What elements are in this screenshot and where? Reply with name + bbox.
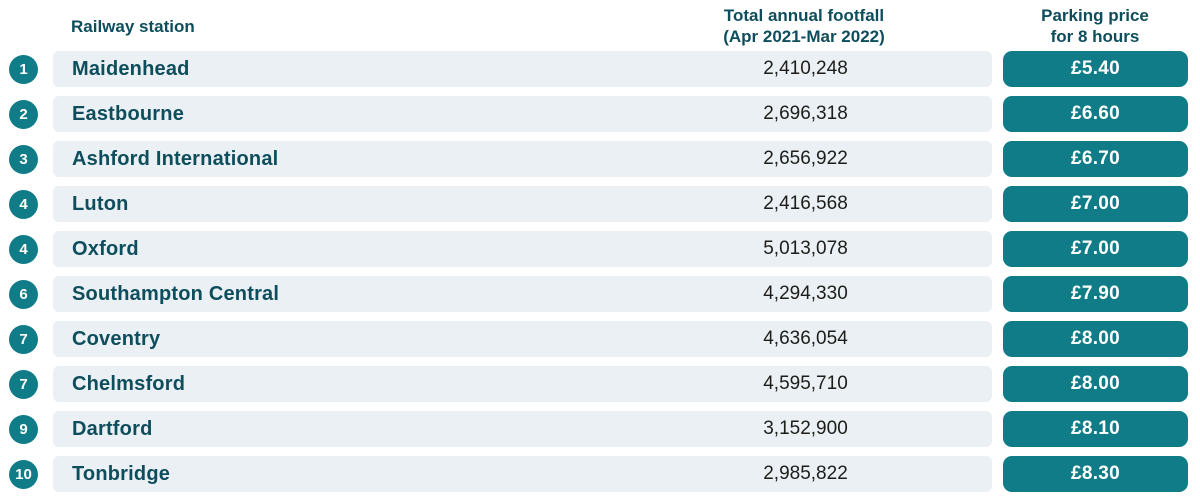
rank-badge: 7 xyxy=(9,324,38,354)
row-bar: Tonbridge 2,985,822 xyxy=(53,456,992,492)
table-row: 4 Oxford 5,013,078 £7.00 xyxy=(0,231,1200,267)
price-badge: £7.90 xyxy=(1003,276,1188,312)
row-bar: Ashford International 2,656,922 xyxy=(53,141,992,177)
footfall-value: 3,152,900 xyxy=(763,418,848,439)
station-name: Southampton Central xyxy=(72,282,280,305)
column-header-footfall-line1: Total annual footfall xyxy=(723,6,885,25)
table-header: Railway station Total annual footfall (A… xyxy=(0,0,1200,51)
rank-badge: 10 xyxy=(9,459,38,489)
station-name: Tonbridge xyxy=(72,462,171,485)
station-name: Coventry xyxy=(72,327,161,350)
row-bar: Maidenhead 2,410,248 xyxy=(53,51,992,87)
table-row: 6 Southampton Central 4,294,330 £7.90 xyxy=(0,276,1200,312)
station-name: Ashford International xyxy=(72,147,279,170)
price-badge: £8.30 xyxy=(1003,456,1188,492)
rank-badge: 6 xyxy=(9,279,38,309)
rank-badge: 4 xyxy=(9,189,38,219)
table-row: 3 Ashford International 2,656,922 £6.70 xyxy=(0,141,1200,177)
price-badge: £8.00 xyxy=(1003,321,1188,357)
column-header-footfall-line2: (Apr 2021-Mar 2022) xyxy=(723,27,885,46)
rank-badge: 2 xyxy=(9,99,38,129)
price-badge: £7.00 xyxy=(1003,231,1188,267)
price-badge: £8.10 xyxy=(1003,411,1188,447)
station-name: Eastbourne xyxy=(72,102,185,125)
table-row: 2 Eastbourne 2,696,318 £6.60 xyxy=(0,96,1200,132)
row-bar: Chelmsford 4,595,710 xyxy=(53,366,992,402)
column-header-price-line1: Parking price xyxy=(1041,6,1149,25)
footfall-value: 2,696,318 xyxy=(763,103,848,124)
row-bar: Eastbourne 2,696,318 xyxy=(53,96,992,132)
station-name: Oxford xyxy=(72,237,139,260)
rank-badge: 1 xyxy=(9,54,38,84)
table-row: 4 Luton 2,416,568 £7.00 xyxy=(0,186,1200,222)
station-name: Luton xyxy=(72,192,129,215)
row-bar: Coventry 4,636,054 xyxy=(53,321,992,357)
footfall-value: 5,013,078 xyxy=(763,238,848,259)
row-bar: Southampton Central 4,294,330 xyxy=(53,276,992,312)
row-bar: Luton 2,416,568 xyxy=(53,186,992,222)
footfall-value: 2,985,822 xyxy=(763,463,848,484)
footfall-value: 2,656,922 xyxy=(763,148,848,169)
table-row: 7 Chelmsford 4,595,710 £8.00 xyxy=(0,366,1200,402)
table-row: 10 Tonbridge 2,985,822 £8.30 xyxy=(0,456,1200,492)
station-name: Chelmsford xyxy=(72,372,186,395)
station-name: Dartford xyxy=(72,417,153,440)
table-body: 1 Maidenhead 2,410,248 £5.40 2 Eastbourn… xyxy=(0,51,1200,501)
row-bar: Oxford 5,013,078 xyxy=(53,231,992,267)
price-badge: £8.00 xyxy=(1003,366,1188,402)
column-header-price: Parking price for 8 hours xyxy=(1000,5,1190,47)
footfall-value: 4,636,054 xyxy=(763,328,848,349)
price-badge: £6.60 xyxy=(1003,96,1188,132)
footfall-value: 2,416,568 xyxy=(763,193,848,214)
price-badge: £6.70 xyxy=(1003,141,1188,177)
footfall-value: 4,595,710 xyxy=(763,373,848,394)
table-row: 1 Maidenhead 2,410,248 £5.40 xyxy=(0,51,1200,87)
rank-badge: 4 xyxy=(9,234,38,264)
price-badge: £7.00 xyxy=(1003,186,1188,222)
column-header-footfall: Total annual footfall (Apr 2021-Mar 2022… xyxy=(654,5,954,47)
rank-badge: 3 xyxy=(9,144,38,174)
rank-badge: 9 xyxy=(9,414,38,444)
table-row: 9 Dartford 3,152,900 £8.10 xyxy=(0,411,1200,447)
table-row: 7 Coventry 4,636,054 £8.00 xyxy=(0,321,1200,357)
column-header-price-line2: for 8 hours xyxy=(1050,27,1140,46)
price-badge: £5.40 xyxy=(1003,51,1188,87)
station-name: Maidenhead xyxy=(72,57,190,80)
footfall-value: 2,410,248 xyxy=(763,58,848,79)
footfall-value: 4,294,330 xyxy=(763,283,848,304)
row-bar: Dartford 3,152,900 xyxy=(53,411,992,447)
column-header-station: Railway station xyxy=(71,17,195,36)
rank-badge: 7 xyxy=(9,369,38,399)
